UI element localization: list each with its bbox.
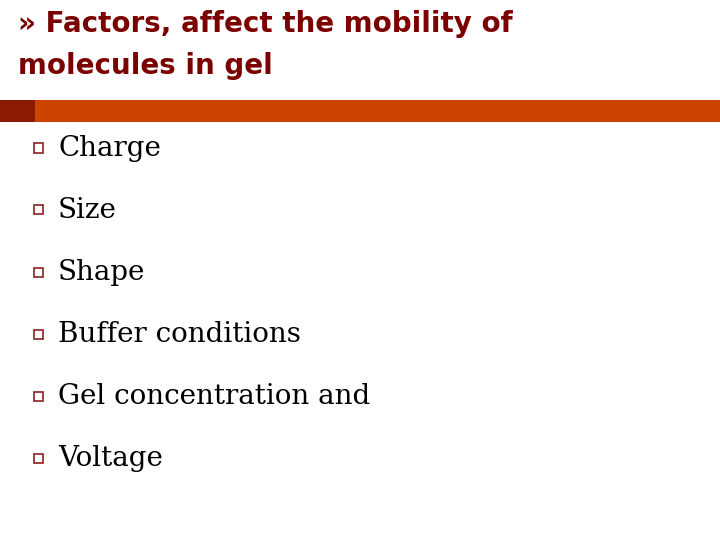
- Bar: [34, 267, 42, 276]
- Bar: [34, 206, 42, 214]
- Text: Buffer conditions: Buffer conditions: [58, 321, 301, 348]
- Bar: [34, 144, 42, 152]
- Text: Shape: Shape: [58, 259, 145, 286]
- Bar: [34, 454, 42, 462]
- Text: Size: Size: [58, 197, 117, 224]
- Text: » Factors, affect the mobility of: » Factors, affect the mobility of: [18, 10, 513, 38]
- Bar: [0, 100, 35, 122]
- Bar: [35, 100, 720, 122]
- Text: Gel concentration and: Gel concentration and: [58, 382, 370, 409]
- Bar: [34, 329, 42, 339]
- Text: molecules in gel: molecules in gel: [18, 52, 273, 80]
- Bar: [34, 392, 42, 401]
- Text: Charge: Charge: [58, 134, 161, 161]
- Text: Voltage: Voltage: [58, 444, 163, 471]
